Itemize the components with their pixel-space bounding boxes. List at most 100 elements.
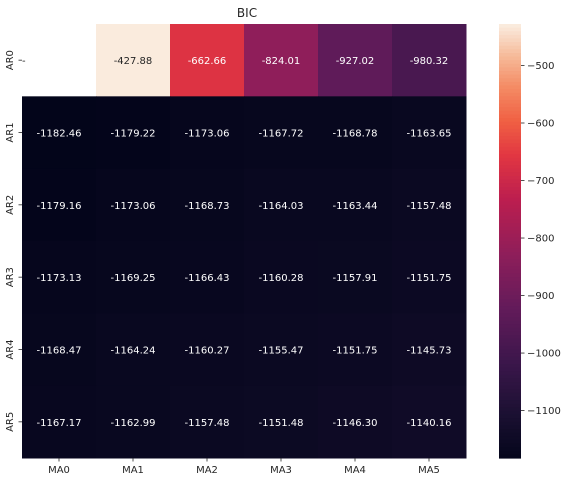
colorbar-segment bbox=[499, 179, 521, 184]
colorbar-segment bbox=[499, 389, 521, 394]
heatmap-cell bbox=[170, 241, 245, 314]
colorbar-segment bbox=[499, 266, 521, 271]
heatmap-cell bbox=[96, 96, 171, 170]
x-tick-label: MA5 bbox=[418, 465, 440, 476]
colorbar-segment bbox=[499, 193, 521, 199]
heatmap-cell bbox=[318, 96, 393, 170]
heatmap-cell bbox=[244, 168, 319, 242]
colorbar-segment bbox=[499, 374, 521, 380]
colorbar-segment bbox=[499, 110, 521, 116]
colorbar-segment bbox=[499, 443, 521, 448]
colorbar-segment bbox=[499, 121, 521, 126]
colorbar-segment bbox=[499, 42, 521, 47]
heatmap-cell bbox=[244, 313, 319, 387]
colorbar-segment bbox=[499, 157, 521, 163]
colorbar-segment bbox=[499, 392, 521, 398]
heatmap-cell bbox=[392, 313, 467, 387]
cell-value-label: -1164.24 bbox=[111, 346, 156, 357]
colorbar-segment bbox=[499, 313, 521, 318]
colorbar-segment bbox=[499, 128, 521, 134]
heatmap-cell bbox=[96, 168, 171, 242]
cell-value-label: -1168.73 bbox=[185, 201, 230, 212]
colorbar-segment bbox=[499, 175, 521, 181]
heatmap-cell bbox=[96, 241, 171, 314]
cell-value-label: -1163.44 bbox=[333, 201, 378, 212]
colorbar-segment bbox=[499, 52, 521, 58]
heatmap-cell bbox=[318, 313, 393, 387]
colorbar-segment bbox=[499, 85, 521, 90]
colorbar-tick-label: −1000 bbox=[527, 349, 561, 360]
cell-value-label: -1146.30 bbox=[333, 418, 378, 429]
cell-value-label: -980.32 bbox=[410, 56, 449, 67]
heatmap-cell bbox=[96, 24, 171, 97]
colorbar-segment bbox=[499, 338, 521, 343]
colorbar-segment bbox=[499, 382, 521, 387]
colorbar-segment bbox=[499, 356, 521, 361]
cell-value-label: -1168.78 bbox=[333, 129, 378, 140]
cell-value-label: -1155.47 bbox=[259, 346, 304, 357]
colorbar-segment bbox=[499, 259, 521, 264]
colorbar-segment bbox=[499, 204, 521, 210]
cell-value-label: -1140.16 bbox=[407, 418, 452, 429]
colorbar-segment bbox=[499, 132, 521, 137]
chart-title: BIC bbox=[237, 6, 257, 20]
colorbar-segment bbox=[499, 31, 521, 36]
colorbar-tick-label: −900 bbox=[527, 291, 554, 302]
colorbar-segment bbox=[499, 407, 521, 412]
colorbar-segment bbox=[499, 233, 521, 238]
cell-value-label: -662.66 bbox=[188, 56, 227, 67]
cell-value-label: -1160.27 bbox=[185, 346, 230, 357]
colorbar-segment bbox=[499, 38, 521, 43]
heatmap-cell bbox=[170, 96, 245, 170]
colorbar-segment bbox=[499, 436, 521, 441]
colorbar-segment bbox=[499, 349, 521, 354]
colorbar-segment bbox=[499, 414, 521, 419]
colorbar-segment bbox=[499, 277, 521, 282]
colorbar-segment bbox=[499, 154, 521, 159]
cell-value-label: -1151.75 bbox=[333, 346, 378, 357]
heatmap-cell bbox=[96, 313, 171, 387]
heatmap-cell bbox=[170, 24, 245, 97]
x-tick-label: MA0 bbox=[48, 465, 70, 476]
colorbar-segment bbox=[499, 284, 521, 289]
colorbar-segment bbox=[499, 360, 521, 365]
colorbar-tick-label: −500 bbox=[527, 61, 554, 72]
colorbar-segment bbox=[499, 78, 521, 83]
colorbar-segment bbox=[499, 96, 521, 101]
colorbar-segment bbox=[499, 248, 521, 253]
colorbar-segment bbox=[499, 342, 521, 347]
cell-value-label: -1179.16 bbox=[37, 201, 82, 212]
heatmap-cell bbox=[22, 241, 97, 314]
colorbar-segment bbox=[499, 67, 521, 72]
colorbar-segment bbox=[499, 56, 521, 61]
colorbar-segment bbox=[499, 316, 521, 322]
cell-value-label: -1157.48 bbox=[407, 201, 452, 212]
colorbar-segment bbox=[499, 136, 521, 141]
cell-value-label: -1157.48 bbox=[185, 418, 230, 429]
colorbar-segment bbox=[499, 161, 521, 166]
colorbar-segment bbox=[499, 262, 521, 267]
colorbar-segment bbox=[499, 447, 521, 452]
x-axis-ticks: MA0 MA1 MA2 MA3 MA4 MA5 bbox=[48, 458, 440, 476]
colorbar-tick-label: −600 bbox=[527, 118, 554, 129]
colorbar-segment bbox=[499, 421, 521, 427]
cell-value-label: -1151.48 bbox=[259, 418, 304, 429]
colorbar-segment bbox=[499, 150, 521, 155]
colorbar-segment bbox=[499, 255, 521, 260]
heatmap-cell bbox=[392, 24, 467, 97]
colorbar-segment bbox=[499, 226, 521, 231]
colorbar-tick-label: −700 bbox=[527, 176, 554, 187]
cell-value-label: -1157.91 bbox=[333, 273, 378, 284]
cell-value-label: -1173.06 bbox=[111, 201, 156, 212]
colorbar-segment bbox=[499, 125, 521, 130]
colorbar-segment bbox=[499, 99, 521, 105]
colorbar-segment bbox=[499, 324, 521, 329]
cell-value-label: -927.02 bbox=[336, 56, 375, 67]
colorbar-segment bbox=[499, 367, 521, 372]
x-tick-label: MA4 bbox=[344, 465, 366, 476]
cell-value-label: -1168.47 bbox=[37, 346, 82, 357]
x-tick-label: MA2 bbox=[196, 465, 218, 476]
colorbar-segment bbox=[499, 89, 521, 94]
colorbar-segment bbox=[499, 49, 521, 54]
